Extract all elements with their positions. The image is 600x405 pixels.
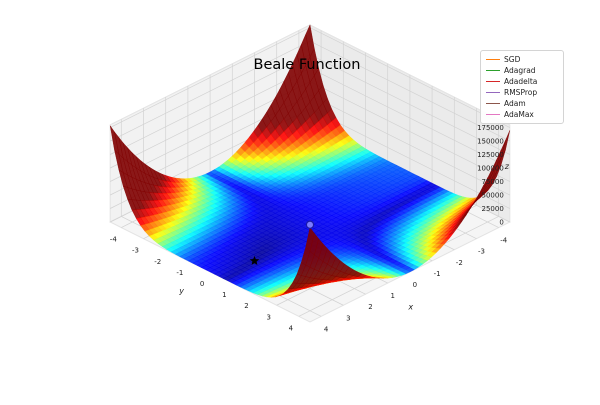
legend-item-rmsprop: RMSProp	[486, 87, 558, 98]
x-tick-label: -1	[434, 270, 441, 278]
x-tick-label: -2	[456, 259, 463, 267]
y-tick-label: 3	[266, 313, 270, 321]
beale-surface	[110, 24, 510, 298]
legend-item-adagrad: Adagrad	[486, 65, 558, 76]
y-axis-label: y	[178, 287, 184, 296]
z-axis-label: z	[504, 162, 510, 171]
z-tick-label: 75000	[482, 178, 504, 186]
tick-labels: -4 -3 -2 -1 0 1 2 3 4 -4 -3 -2 -1 0 1 2 3 4 0 25000 50000 750…	[110, 124, 508, 333]
y-tick-label: -4	[110, 236, 118, 244]
legend-label: Adagrad	[504, 66, 536, 75]
z-tick-label: 100000	[477, 165, 504, 173]
x-tick-label: 2	[368, 303, 372, 311]
x-tick-label: 0	[413, 281, 417, 289]
legend-swatch	[486, 103, 500, 104]
axis-labels: x y z	[178, 162, 509, 311]
x-tick-label: 3	[346, 314, 350, 322]
x-tick-label: -3	[478, 248, 485, 256]
y-tick-label: -3	[132, 247, 139, 255]
y-tick-label: -2	[154, 258, 161, 266]
y-tick-label: 2	[244, 302, 248, 310]
x-tick-label: 1	[390, 292, 394, 300]
z-tick-label: 25000	[482, 205, 504, 213]
legend-label: Adadelta	[504, 77, 538, 86]
legend-item-sgd: SGD	[486, 54, 558, 65]
start-point-marker	[305, 220, 315, 229]
legend-label: SGD	[504, 55, 521, 64]
legend-label: Adam	[504, 99, 526, 108]
z-tick-label: 175000	[477, 124, 504, 132]
legend-item-adam: Adam	[486, 98, 558, 109]
legend-label: AdaMax	[504, 110, 534, 119]
y-tick-label: 4	[289, 324, 294, 332]
legend-swatch	[486, 92, 500, 93]
z-tick-label: 150000	[477, 138, 504, 146]
legend-item-adadelta: Adadelta	[486, 76, 558, 87]
legend-swatch	[486, 114, 500, 115]
legend-swatch	[486, 81, 500, 82]
y-tick-label: 0	[200, 280, 204, 288]
legend: SGD Adagrad Adadelta RMSProp Adam AdaMax	[480, 50, 564, 124]
x-axis-label: x	[407, 303, 413, 312]
y-tick-label: -1	[176, 269, 183, 277]
y-tick-label: 1	[222, 291, 226, 299]
x-tick-label: -4	[500, 237, 508, 245]
legend-swatch	[486, 59, 500, 60]
legend-swatch	[486, 70, 500, 71]
minimum-star-marker	[249, 255, 260, 265]
markers	[249, 220, 315, 265]
chart-title: Beale Function	[254, 57, 361, 73]
z-tick-label: 125000	[477, 151, 504, 159]
z-tick-label: 0	[499, 219, 503, 227]
z-tick-label: 50000	[482, 192, 504, 200]
x-tick-label: 4	[324, 325, 329, 333]
legend-item-adamax: AdaMax	[486, 109, 558, 120]
legend-label: RMSProp	[504, 88, 538, 97]
